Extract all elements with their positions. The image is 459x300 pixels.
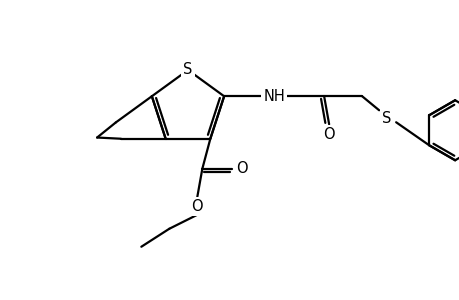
Text: S: S bbox=[381, 111, 391, 126]
Text: O: O bbox=[323, 127, 334, 142]
Text: S: S bbox=[183, 62, 192, 77]
Text: O: O bbox=[236, 161, 247, 176]
Text: NH: NH bbox=[263, 89, 285, 104]
Text: O: O bbox=[191, 199, 203, 214]
